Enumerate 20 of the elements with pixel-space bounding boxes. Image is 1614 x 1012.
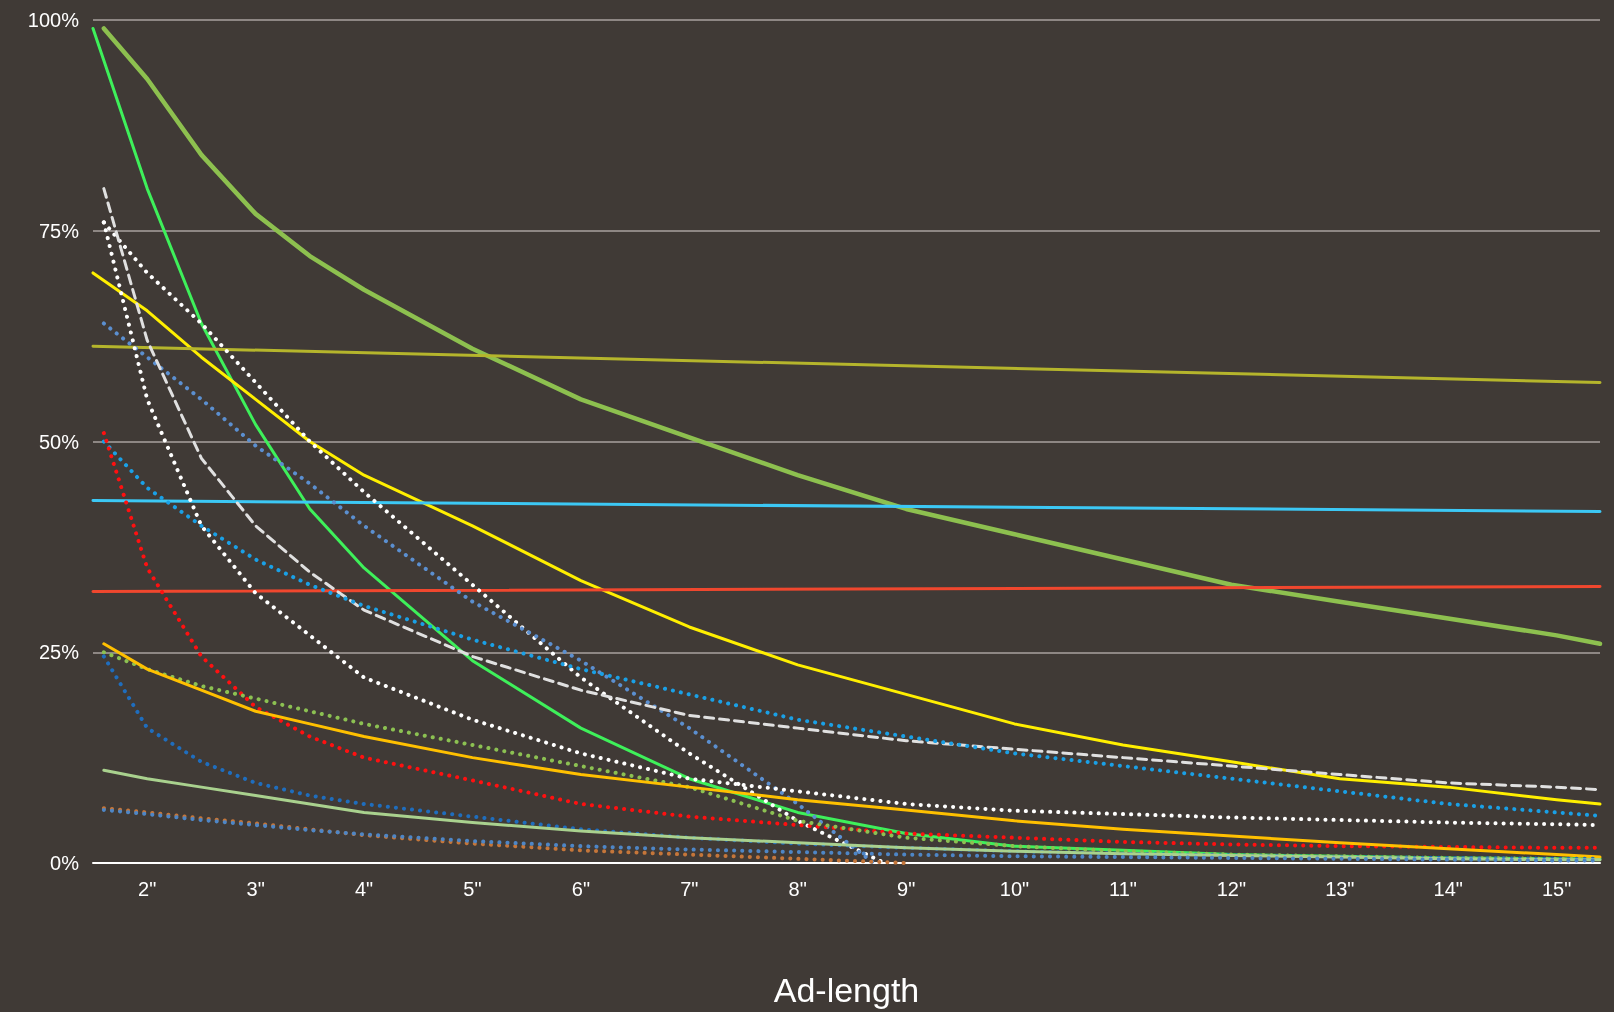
y-tick-label: 25%: [38, 641, 80, 664]
x-tick-label: 10": [999, 878, 1030, 900]
x-tick-label: 9": [897, 878, 916, 900]
x-tick-label: 14": [1433, 878, 1463, 900]
x-tick-label: 8": [788, 878, 807, 900]
y-tick-label: 75%: [38, 219, 80, 242]
x-tick-label: 5": [463, 878, 482, 900]
y-tick-label: 0%: [50, 852, 80, 874]
x-tick-label: 15": [1541, 878, 1572, 900]
x-axis-title: Ad-length: [773, 971, 920, 1009]
x-tick-label: 4": [354, 878, 374, 900]
x-tick-label: 11": [1109, 878, 1137, 900]
x-tick-label: 6": [571, 878, 590, 900]
y-tick-label: 100%: [27, 9, 80, 31]
x-tick-label: 7": [680, 878, 699, 900]
x-tick-label: 12": [1216, 878, 1247, 900]
x-tick-label: 3": [246, 878, 265, 900]
y-tick-label: 50%: [38, 430, 80, 453]
x-tick-label: 2": [138, 878, 157, 900]
x-tick-label: 13": [1325, 878, 1355, 900]
